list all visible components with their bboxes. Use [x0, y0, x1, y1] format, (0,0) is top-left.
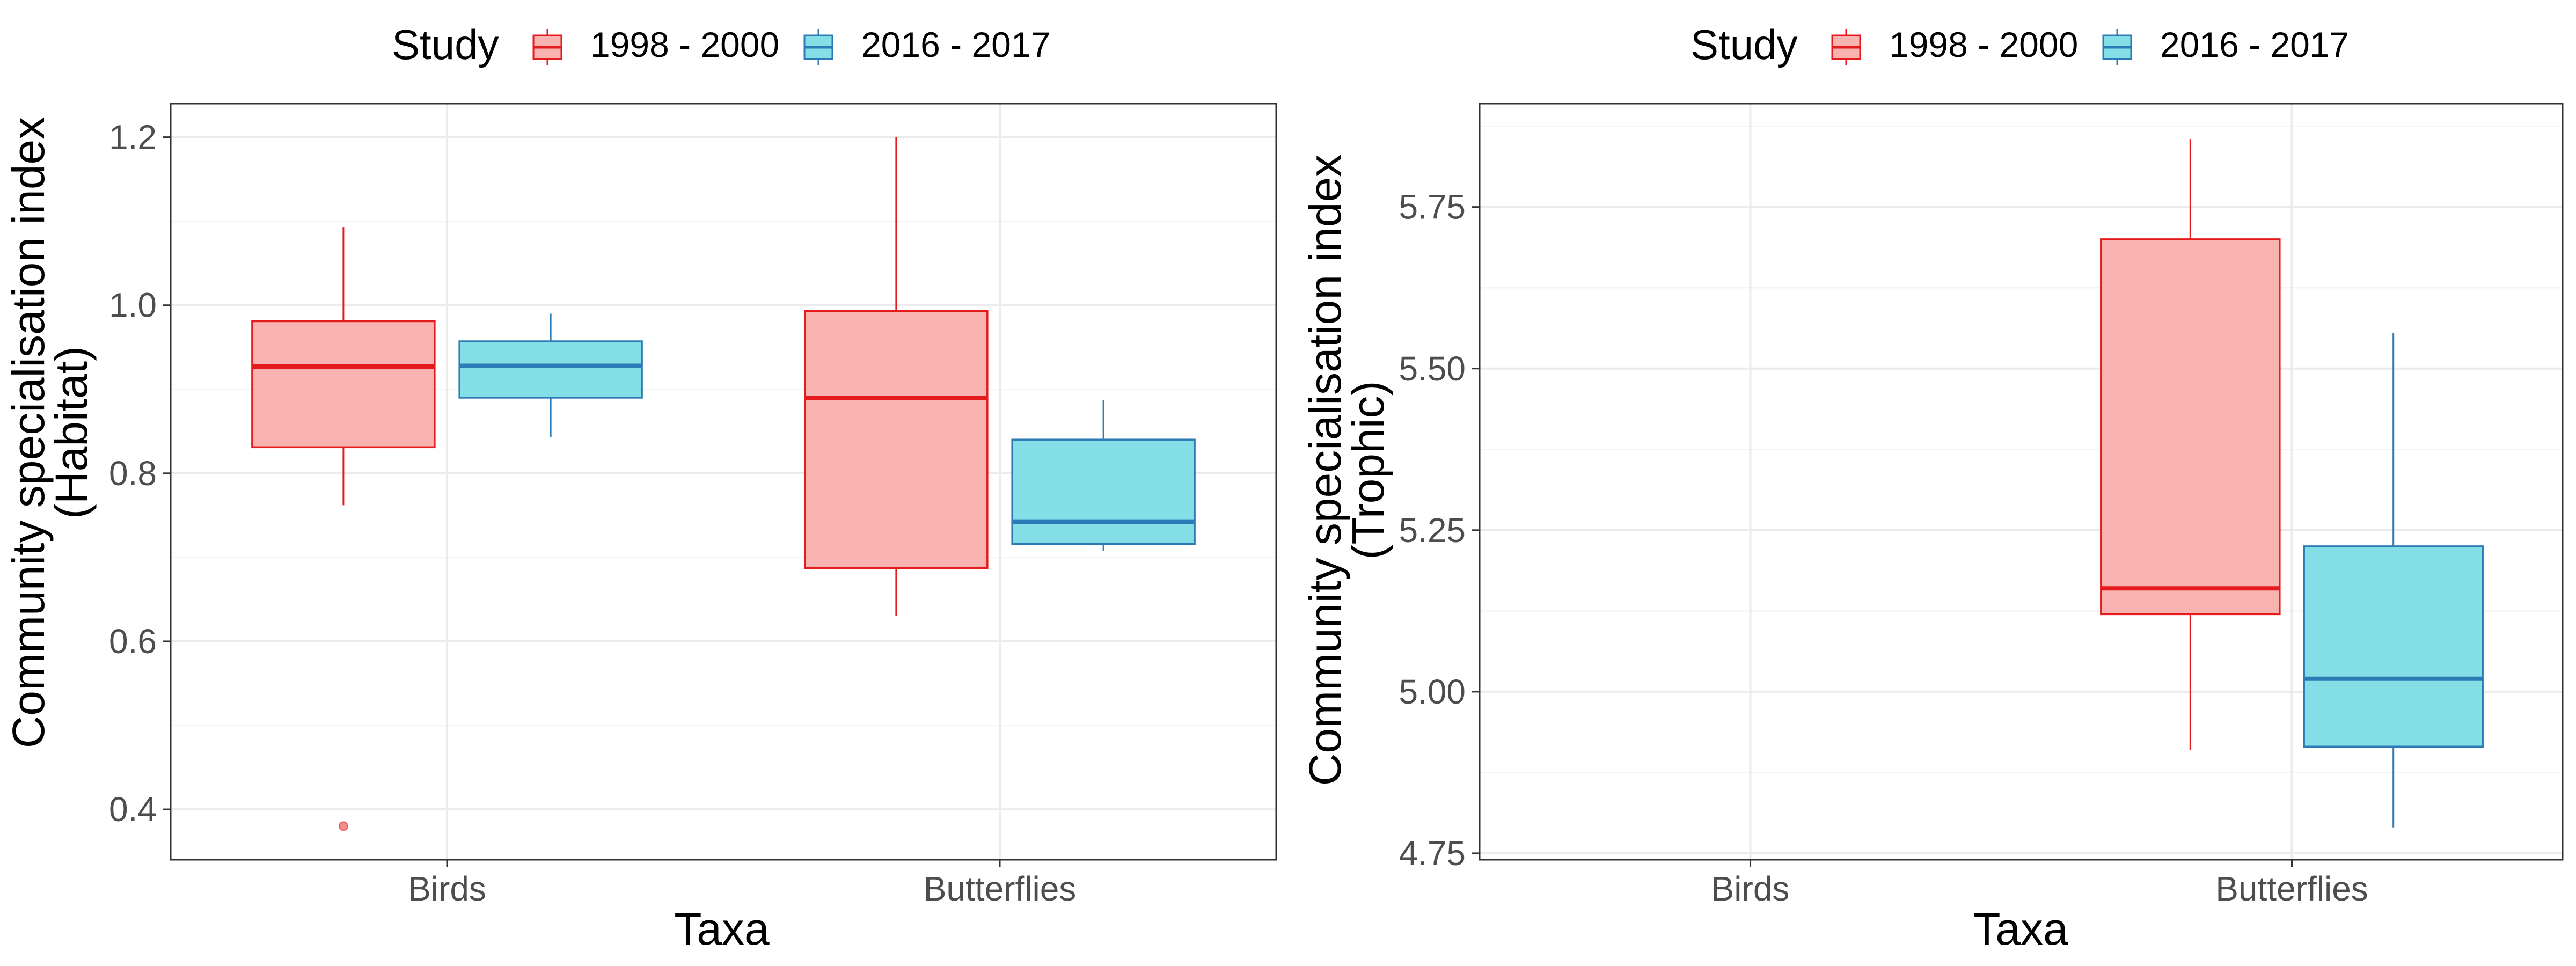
habitat-y-tick-label: 0.6	[109, 622, 157, 661]
box-iqr	[458, 340, 643, 399]
box-iqr	[804, 310, 989, 569]
box-iqr	[251, 320, 436, 449]
habitat-x-tick-label: Birds	[408, 869, 486, 908]
trophic-box-butterflies-1998-2000	[2100, 139, 2281, 750]
box-iqr	[1011, 438, 1196, 545]
trophic-x-axis-title: Taxa	[1973, 904, 2068, 954]
legend-label-1998-2000: 1998 - 2000	[590, 25, 779, 64]
habitat-plot-area: 0.4 0.6 0.8 1.0 1.2 Birds Butterflies	[109, 103, 1277, 908]
trophic-y-axis-title-line2: (Trophic)	[1343, 381, 1393, 560]
habitat-y-tick-label: 1.0	[109, 286, 157, 325]
legend-label-2016-2017: 2016 - 2017	[861, 25, 1050, 64]
box-iqr	[2303, 545, 2484, 748]
legend-key-1998-2000	[532, 29, 562, 65]
habitat-legend: Study 1998 - 2000 2016 - 2017	[392, 21, 1050, 68]
trophic-panel-border	[1479, 103, 2564, 861]
legend-key-2016-2017	[2102, 29, 2132, 65]
habitat-box-birds-1998-2000	[251, 227, 436, 831]
habitat-x-axis-title: Taxa	[674, 904, 770, 954]
legend-title: Study	[1690, 21, 1797, 68]
box-iqr	[2100, 238, 2281, 616]
habitat-box-butterflies-1998-2000	[804, 137, 989, 616]
trophic-x-tick-label: Birds	[1711, 869, 1790, 908]
trophic-legend: Study 1998 - 2000 2016 - 2017	[1690, 21, 2349, 68]
legend-title: Study	[392, 21, 499, 68]
habitat-chart: Study 1998 - 2000 2016 - 2017 0.4 0.6 0.8 1…	[3, 21, 1277, 954]
trophic-y-tick-label: 5.50	[1399, 349, 1466, 388]
habitat-y-tick-label: 0.4	[109, 790, 157, 829]
habitat-panel-border	[170, 103, 1277, 861]
legend-key-2016-2017	[803, 29, 833, 65]
habitat-y-tick-label: 0.8	[109, 454, 157, 493]
trophic-y-tick-label: 5.00	[1399, 672, 1466, 711]
habitat-y-tick-label: 1.2	[109, 118, 157, 157]
legend-key-1998-2000	[1831, 29, 1861, 65]
trophic-plot-area: 4.75 5.00 5.25 5.50 5.75 Birds Butterflies	[1399, 103, 2564, 908]
trophic-y-axis-title-line1: Community specialisation index	[1300, 155, 1350, 786]
habitat-box-birds-2016-2017	[458, 313, 643, 437]
trophic-box-butterflies-2016-2017	[2303, 333, 2484, 828]
habitat-y-axis-title-line2: (Habitat)	[46, 346, 97, 519]
habitat-box-butterflies-2016-2017	[1011, 400, 1196, 551]
legend-label-1998-2000: 1998 - 2000	[1889, 25, 2078, 64]
trophic-y-tick-label: 5.75	[1399, 188, 1466, 226]
outlier-point	[338, 821, 348, 831]
trophic-chart: Study 1998 - 2000 2016 - 2017 4.75 5.00 5.…	[1300, 21, 2564, 954]
habitat-y-axis-title-line1: Community specialisation index	[3, 117, 54, 749]
habitat-x-tick-label: Butterflies	[924, 869, 1077, 908]
trophic-y-tick-label: 4.75	[1399, 834, 1466, 873]
trophic-x-tick-label: Butterflies	[2215, 869, 2368, 908]
trophic-y-tick-label: 5.25	[1399, 511, 1466, 550]
legend-label-2016-2017: 2016 - 2017	[2160, 25, 2349, 64]
